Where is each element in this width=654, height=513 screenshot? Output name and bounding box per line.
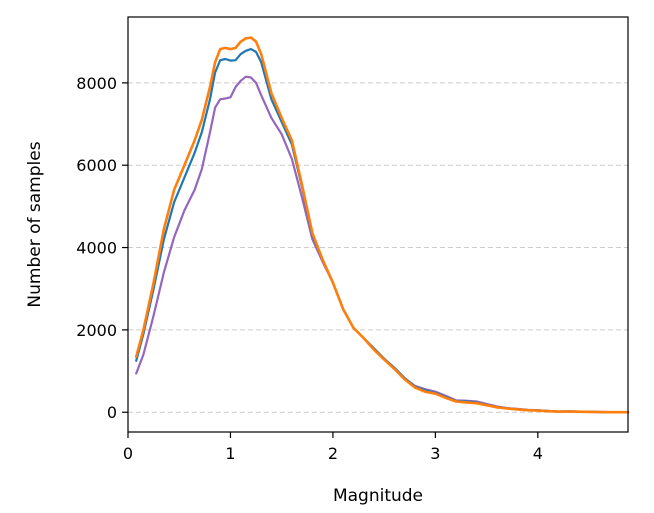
series-group <box>134 36 630 414</box>
plot-frame <box>127 16 629 433</box>
x-axis-ticks: 0 1 2 3 4 <box>123 432 543 463</box>
x-tick-label: 3 <box>430 444 440 463</box>
x-axis-label: Magnitude <box>333 486 423 506</box>
y-tick-label: 8000 <box>76 74 117 93</box>
y-tick-label: 4000 <box>76 239 117 258</box>
x-tick-label: 0 <box>123 444 133 463</box>
y-axis-ticks: 0 2000 4000 6000 8000 <box>76 74 128 422</box>
y-tick-label: 6000 <box>76 156 117 175</box>
x-tick-label: 2 <box>328 444 338 463</box>
x-tick-label: 1 <box>225 444 235 463</box>
series-line-3 <box>134 36 630 414</box>
y-tick-label: 0 <box>107 403 117 422</box>
x-tick-label: 4 <box>533 444 543 463</box>
y-axis-label: Number of samples <box>25 141 45 307</box>
y-tick-label: 2000 <box>76 321 117 340</box>
